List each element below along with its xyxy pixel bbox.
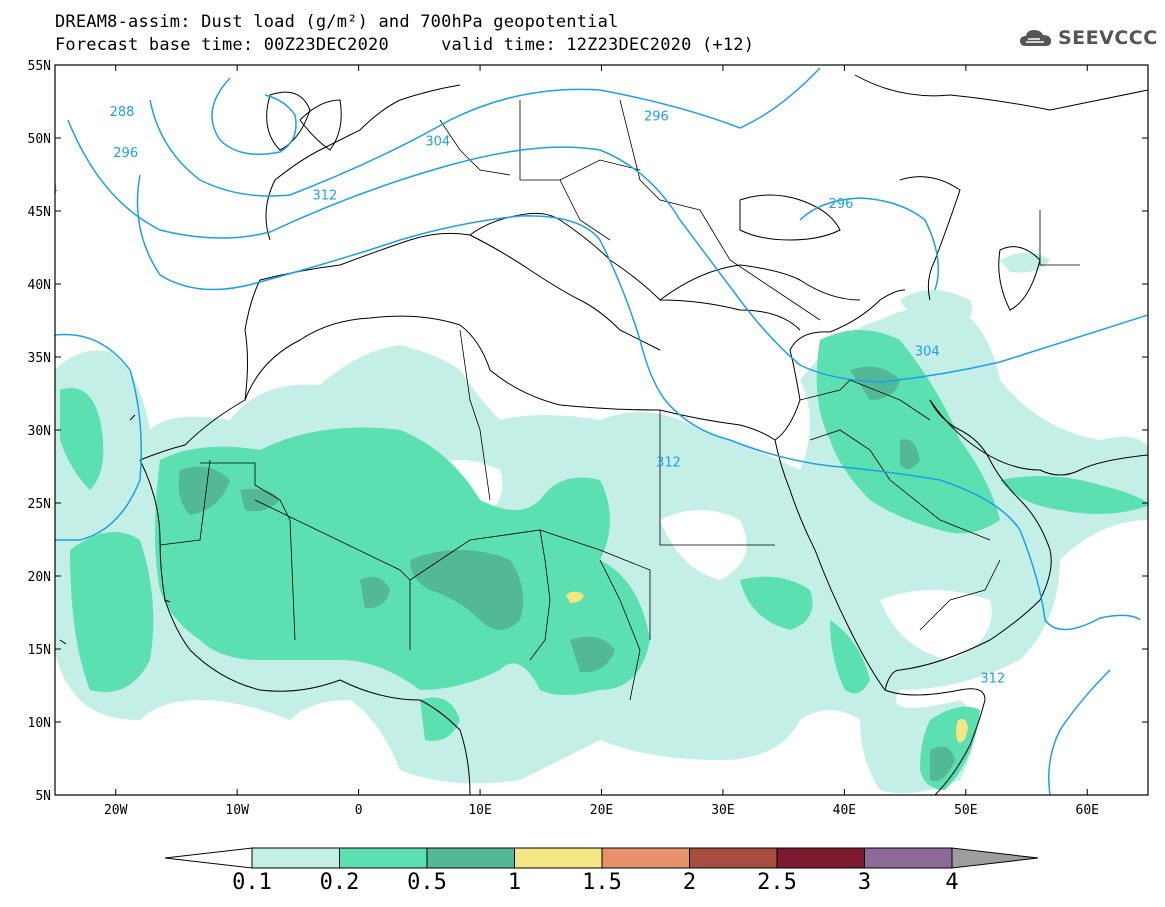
lon-tick-label: 10W <box>225 803 249 818</box>
contour-label: 296 <box>829 197 854 212</box>
lon-tick-label: 0 <box>355 803 363 818</box>
colorbar-segment <box>339 847 428 869</box>
contour-label: 304 <box>425 134 450 149</box>
lon-tick-label: 30E <box>711 803 734 818</box>
colorbar-label: 4 <box>945 870 959 895</box>
colorbar-segment <box>864 847 953 869</box>
colorbar-segment <box>426 847 515 869</box>
contour-label: 304 <box>915 345 940 360</box>
lon-tick-label: 50E <box>954 803 977 818</box>
dust-shading <box>55 252 1148 794</box>
chart-title: DREAM8-assim: Dust load (g/m²) and 700hP… <box>55 12 619 32</box>
colorbar-segment <box>776 847 865 869</box>
seevccc-logo: SEEVCCC <box>1018 26 1158 50</box>
lat-tick-label: 55N <box>28 59 51 74</box>
lat-tick-label: 15N <box>28 643 51 658</box>
logo-text: SEEVCCC <box>1058 27 1158 49</box>
cloud-icon <box>1020 30 1052 46</box>
colorbar-label: 0.5 <box>407 870 447 895</box>
lon-tick-label: 60E <box>1076 803 1099 818</box>
contour-label: 312 <box>980 672 1005 687</box>
contour-label: 296 <box>113 146 138 161</box>
colorbar-label: 2.5 <box>757 870 797 895</box>
forecast-time-line: Forecast base time: 00Z23DEC2020 valid t… <box>55 35 755 55</box>
contour-label: 312 <box>656 456 681 471</box>
lat-tick-label: 30N <box>28 424 51 439</box>
lat-tick-label: 40N <box>28 278 51 293</box>
colorbar-label: 1.5 <box>582 870 622 895</box>
colorbar-label: 3 <box>857 870 872 895</box>
lat-tick-label: 5N <box>35 789 51 804</box>
country-borders <box>159 99 1080 701</box>
contour-labels: 288296296296304304304312312312312312 <box>0 105 1005 687</box>
lat-tick-label: 20N <box>28 570 51 585</box>
lon-tick-label: 20E <box>590 803 613 818</box>
coastlines <box>59 74 1148 795</box>
lon-tick-label: 10E <box>468 803 491 818</box>
geopotential-contours <box>55 67 1148 795</box>
contour-label: 304 <box>33 182 58 197</box>
contour-label: 312 <box>0 241 13 256</box>
map-axes: 55N 50N 45N 40N 35N 30N 25N 20N 15N 10N 5N 20W 10W 0 1… <box>28 59 1148 818</box>
lon-tick-label: 20W <box>104 803 128 818</box>
lat-tick-label: 50N <box>28 132 51 147</box>
colorbar-overflow <box>951 847 1039 869</box>
colorbar-segment <box>689 847 778 869</box>
colorbar-segment <box>251 847 340 869</box>
colorbar <box>164 847 1039 869</box>
contour-label: 296 <box>644 109 669 124</box>
colorbar-segment <box>514 847 603 869</box>
colorbar-segment <box>601 847 690 869</box>
lat-tick-label: 10N <box>28 716 51 731</box>
colorbar-label: 0.2 <box>319 870 360 895</box>
contour-label: 288 <box>110 105 135 120</box>
colorbar-label: 1 <box>507 870 522 895</box>
lon-tick-label: 40E <box>833 803 856 818</box>
contour-label: 312 <box>312 188 337 203</box>
lat-tick-label: 35N <box>28 351 51 366</box>
colorbar-underflow <box>164 847 253 869</box>
colorbar-label: 0.1 <box>232 870 272 895</box>
lat-tick-label: 45N <box>28 205 51 220</box>
lat-tick-label: 25N <box>28 497 51 512</box>
colorbar-label: 2 <box>682 870 697 895</box>
